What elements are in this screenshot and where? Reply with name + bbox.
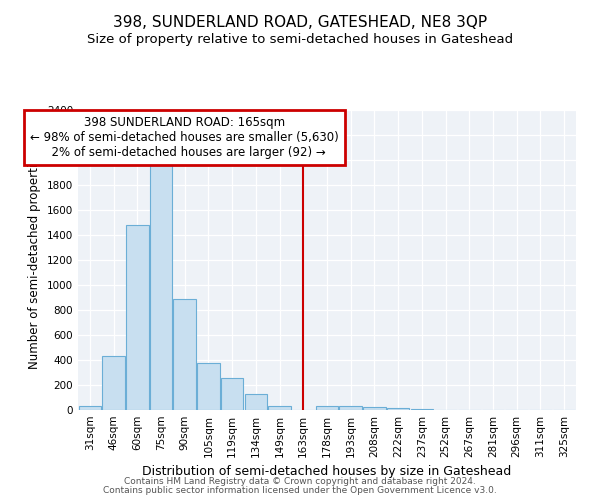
Text: Contains HM Land Registry data © Crown copyright and database right 2024.: Contains HM Land Registry data © Crown c… xyxy=(124,477,476,486)
Y-axis label: Number of semi-detached properties: Number of semi-detached properties xyxy=(28,150,41,370)
X-axis label: Distribution of semi-detached houses by size in Gateshead: Distribution of semi-detached houses by … xyxy=(142,466,512,478)
Bar xyxy=(316,406,338,410)
Bar xyxy=(150,159,172,410)
Bar xyxy=(340,406,362,410)
Bar xyxy=(410,409,433,410)
Bar xyxy=(268,406,291,410)
Text: Contains public sector information licensed under the Open Government Licence v3: Contains public sector information licen… xyxy=(103,486,497,495)
Text: 398 SUNDERLAND ROAD: 165sqm
← 98% of semi-detached houses are smaller (5,630)
  : 398 SUNDERLAND ROAD: 165sqm ← 98% of sem… xyxy=(31,116,339,159)
Bar xyxy=(126,225,149,410)
Bar xyxy=(245,394,267,410)
Bar xyxy=(363,407,386,410)
Bar xyxy=(197,362,220,410)
Bar xyxy=(173,298,196,410)
Bar xyxy=(221,378,244,410)
Bar xyxy=(103,356,125,410)
Text: Size of property relative to semi-detached houses in Gateshead: Size of property relative to semi-detach… xyxy=(87,32,513,46)
Bar xyxy=(387,408,409,410)
Bar xyxy=(79,406,101,410)
Text: 398, SUNDERLAND ROAD, GATESHEAD, NE8 3QP: 398, SUNDERLAND ROAD, GATESHEAD, NE8 3QP xyxy=(113,15,487,30)
